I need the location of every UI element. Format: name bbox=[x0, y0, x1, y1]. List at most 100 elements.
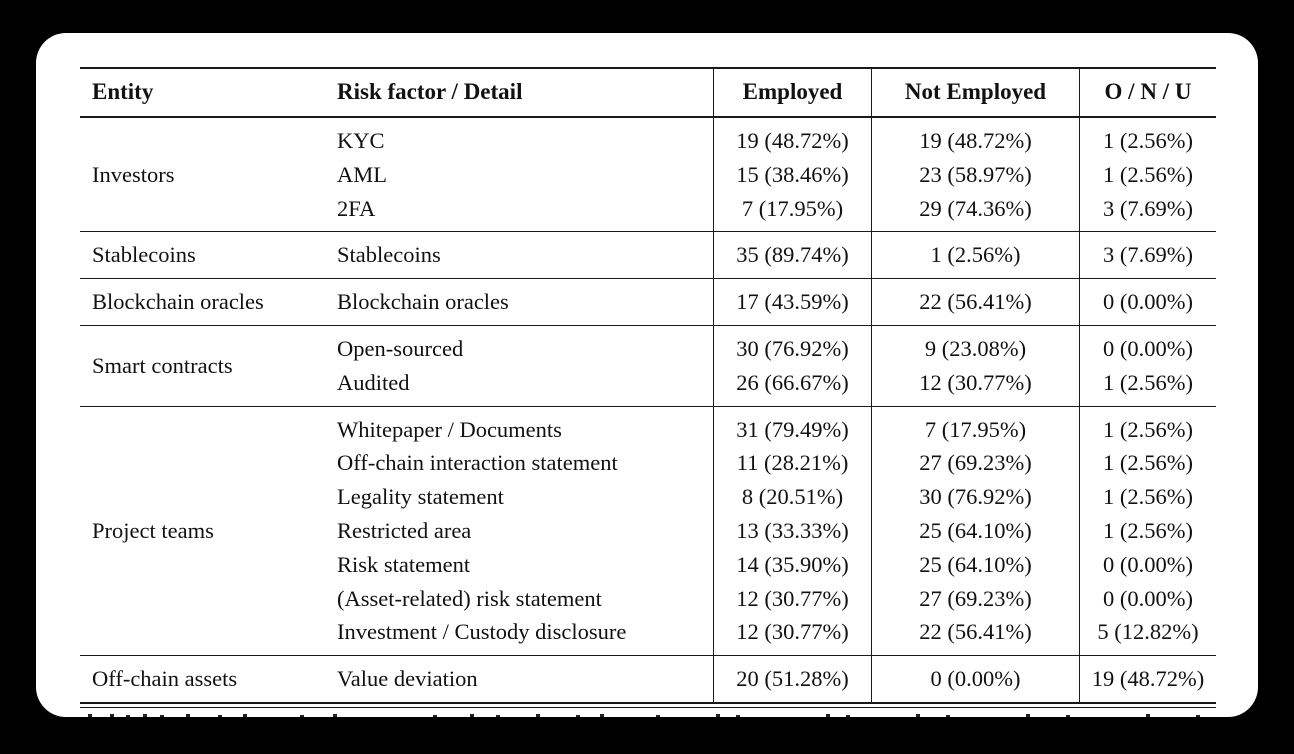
onu-value: 0 (0.00%) bbox=[1103, 551, 1193, 577]
entity-cell: Project teams bbox=[92, 517, 214, 543]
clipped-caption-fragment bbox=[80, 712, 1216, 717]
column-header-entity: Entity bbox=[92, 79, 154, 104]
not-employed-value: 1 (2.56%) bbox=[930, 242, 1021, 268]
not-employed-value: 27 (69.23%) bbox=[919, 585, 1032, 611]
onu-value: 1 (2.56%) bbox=[1103, 369, 1193, 395]
not-employed-value: 12 (30.77%) bbox=[919, 369, 1032, 395]
employed-cell: 30 (76.92%) 26 (66.67%) bbox=[713, 325, 871, 406]
employed-value: 12 (30.77%) bbox=[736, 619, 849, 645]
employed-value: 12 (30.77%) bbox=[736, 585, 849, 611]
not-employed-value: 23 (58.97%) bbox=[919, 161, 1032, 187]
onu-cell: 0 (0.00%) bbox=[1079, 279, 1216, 325]
not-employed-value: 22 (56.41%) bbox=[919, 619, 1032, 645]
table-bottom-rule bbox=[80, 701, 1216, 708]
table-card: Entity Risk factor / Detail Employed Not… bbox=[36, 33, 1258, 717]
onu-value: 1 (2.56%) bbox=[1103, 161, 1193, 187]
onu-value: 1 (2.56%) bbox=[1103, 128, 1193, 153]
employed-value: 26 (66.67%) bbox=[736, 369, 849, 395]
not-employed-cell: 22 (56.41%) bbox=[871, 279, 1079, 325]
onu-value: 0 (0.00%) bbox=[1103, 289, 1193, 315]
not-employed-cell: 1 (2.56%) bbox=[871, 232, 1079, 279]
not-employed-value: 9 (23.08%) bbox=[924, 335, 1027, 361]
onu-cell: 1 (2.56%) 1 (2.56%) 1 (2.56%) 1 (2.56%) 0 (0… bbox=[1079, 406, 1216, 656]
onu-value: 1 (2.56%) bbox=[1103, 484, 1193, 510]
risk-detail-value: Whitepaper / Documents bbox=[337, 416, 562, 442]
not-employed-cell: 9 (23.08%) 12 (30.77%) bbox=[871, 325, 1079, 406]
onu-value: 3 (7.69%) bbox=[1103, 242, 1193, 268]
risk-detail-value: KYC bbox=[337, 128, 385, 153]
employed-value: 20 (51.28%) bbox=[736, 666, 849, 692]
employed-cell: 20 (51.28%) bbox=[713, 656, 871, 702]
onu-value: 1 (2.56%) bbox=[1103, 517, 1193, 543]
table-group: Project teams Whitepaper / Documents Off-c… bbox=[80, 405, 1216, 656]
risk-detail-value: Risk statement bbox=[337, 551, 471, 577]
risk-detail-cell: Blockchain oracles bbox=[325, 279, 713, 325]
not-employed-cell: 19 (48.72%) 23 (58.97%) 29 (74.36%) bbox=[871, 118, 1079, 232]
employed-value: 30 (76.92%) bbox=[736, 335, 849, 361]
risk-detail-cell: Value deviation bbox=[325, 656, 713, 702]
column-header-onu: O / N / U bbox=[1079, 69, 1216, 116]
employed-value: 11 (28.21%) bbox=[736, 450, 849, 476]
employed-value: 31 (79.49%) bbox=[736, 416, 849, 442]
onu-value: 0 (0.00%) bbox=[1103, 335, 1193, 361]
entity-cell: Off-chain assets bbox=[92, 666, 238, 692]
onu-value: 0 (0.00%) bbox=[1103, 585, 1193, 611]
onu-value: 19 (48.72%) bbox=[1091, 666, 1205, 692]
not-employed-value: 19 (48.72%) bbox=[919, 128, 1032, 153]
entity-cell: Stablecoins bbox=[92, 242, 196, 268]
employed-cell: 19 (48.72%) 15 (38.46%) 7 (17.95%) bbox=[713, 118, 871, 232]
not-employed-value: 29 (74.36%) bbox=[919, 195, 1032, 221]
risk-detail-value: Value deviation bbox=[337, 666, 478, 692]
risk-detail-value: Audited bbox=[337, 369, 410, 395]
risk-detail-value: (Asset-related) risk statement bbox=[337, 585, 602, 611]
table-group: Investors KYC AML 2FA 19 (48.72%) 15 (38.46%)… bbox=[80, 118, 1216, 232]
risk-detail-cell: Whitepaper / Documents Off-chain interact… bbox=[325, 407, 713, 656]
not-employed-value: 22 (56.41%) bbox=[919, 289, 1032, 315]
column-header-employed: Employed bbox=[713, 69, 871, 116]
onu-cell: 1 (2.56%) 1 (2.56%) 3 (7.69%) bbox=[1079, 118, 1216, 232]
clipped-caption-letter-tops bbox=[88, 713, 92, 717]
column-header-not-employed: Not Employed bbox=[871, 69, 1079, 116]
employed-cell: 35 (89.74%) bbox=[713, 232, 871, 279]
employed-value: 35 (89.74%) bbox=[736, 242, 849, 268]
risk-detail-cell: Open-sourced Audited bbox=[325, 326, 713, 406]
onu-value: 1 (2.56%) bbox=[1103, 416, 1193, 442]
not-employed-value: 25 (64.10%) bbox=[919, 551, 1032, 577]
column-header-risk-factor: Risk factor / Detail bbox=[337, 79, 523, 104]
risk-factor-table: Entity Risk factor / Detail Employed Not… bbox=[80, 67, 1216, 717]
onu-value: 5 (12.82%) bbox=[1097, 619, 1199, 645]
table-header-row: Entity Risk factor / Detail Employed Not… bbox=[80, 67, 1216, 118]
onu-value: 3 (7.69%) bbox=[1103, 195, 1193, 221]
onu-cell: 19 (48.72%) bbox=[1079, 656, 1216, 702]
risk-detail-value: Blockchain oracles bbox=[337, 289, 509, 315]
not-employed-value: 27 (69.23%) bbox=[919, 450, 1032, 476]
employed-cell: 17 (43.59%) bbox=[713, 279, 871, 325]
entity-cell: Blockchain oracles bbox=[92, 289, 264, 315]
onu-value: 1 (2.56%) bbox=[1103, 450, 1193, 476]
not-employed-value: 7 (17.95%) bbox=[924, 416, 1027, 442]
table-group: Smart contracts Open-sourced Audited 30 (76… bbox=[80, 324, 1216, 406]
table-body: Investors KYC AML 2FA 19 (48.72%) 15 (38.46%)… bbox=[80, 118, 1216, 702]
employed-cell: 31 (79.49%) 11 (28.21%) 8 (20.51%) 13 (33.3… bbox=[713, 406, 871, 656]
not-employed-value: 30 (76.92%) bbox=[919, 484, 1032, 510]
risk-detail-value: Off-chain interaction statement bbox=[337, 450, 618, 476]
not-employed-cell: 7 (17.95%) 27 (69.23%) 30 (76.92%) 25 (64.1… bbox=[871, 406, 1079, 656]
risk-detail-cell: KYC AML 2FA bbox=[325, 118, 713, 231]
employed-value: 13 (33.33%) bbox=[736, 517, 849, 543]
employed-value: 19 (48.72%) bbox=[736, 128, 849, 153]
employed-value: 15 (38.46%) bbox=[736, 161, 849, 187]
risk-detail-value: Stablecoins bbox=[337, 242, 441, 268]
risk-detail-cell: Stablecoins bbox=[325, 232, 713, 278]
not-employed-value: 0 (0.00%) bbox=[930, 666, 1021, 692]
table-group: Off-chain assets Value deviation 20 (51.28… bbox=[80, 655, 1216, 702]
table-group: Blockchain oracles Blockchain oracles 17 (… bbox=[80, 278, 1216, 325]
risk-detail-value: AML bbox=[337, 161, 387, 187]
entity-cell: Investors bbox=[92, 161, 175, 187]
risk-detail-value: Open-sourced bbox=[337, 335, 464, 361]
not-employed-value: 25 (64.10%) bbox=[919, 517, 1032, 543]
employed-value: 7 (17.95%) bbox=[741, 195, 844, 221]
onu-cell: 0 (0.00%) 1 (2.56%) bbox=[1079, 325, 1216, 406]
employed-value: 8 (20.51%) bbox=[741, 484, 844, 510]
not-employed-cell: 0 (0.00%) bbox=[871, 656, 1079, 702]
onu-cell: 3 (7.69%) bbox=[1079, 232, 1216, 279]
